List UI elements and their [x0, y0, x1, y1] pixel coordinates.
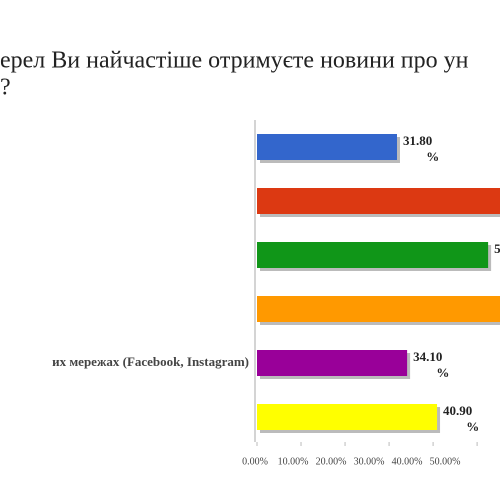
value-label: 31.80 % [403, 133, 439, 164]
chart-title: ? [0, 75, 11, 101]
value-label: 34.10 % [413, 349, 449, 380]
bar [257, 242, 489, 268]
x-tick-label: 50.00% [430, 456, 461, 467]
x-tick-label: 10.00% [278, 456, 309, 467]
x-tick-label: 20.00% [316, 456, 347, 467]
chart-title: ерел Ви найчастіше отримуєте новини про … [0, 48, 469, 74]
bar [257, 296, 500, 322]
x-tick-label: 0.00% [242, 456, 268, 467]
bar [257, 134, 397, 160]
x-tick-label: 30.00% [354, 456, 385, 467]
category-label: их мережах (Facebook, Instagram) [52, 354, 249, 369]
bar [257, 188, 500, 214]
bar [257, 350, 408, 376]
value-label: 40.90 % [443, 403, 479, 434]
value-label: 52.50 % [494, 241, 500, 272]
bar [257, 404, 438, 430]
x-tick-label: 40.00% [392, 456, 423, 467]
